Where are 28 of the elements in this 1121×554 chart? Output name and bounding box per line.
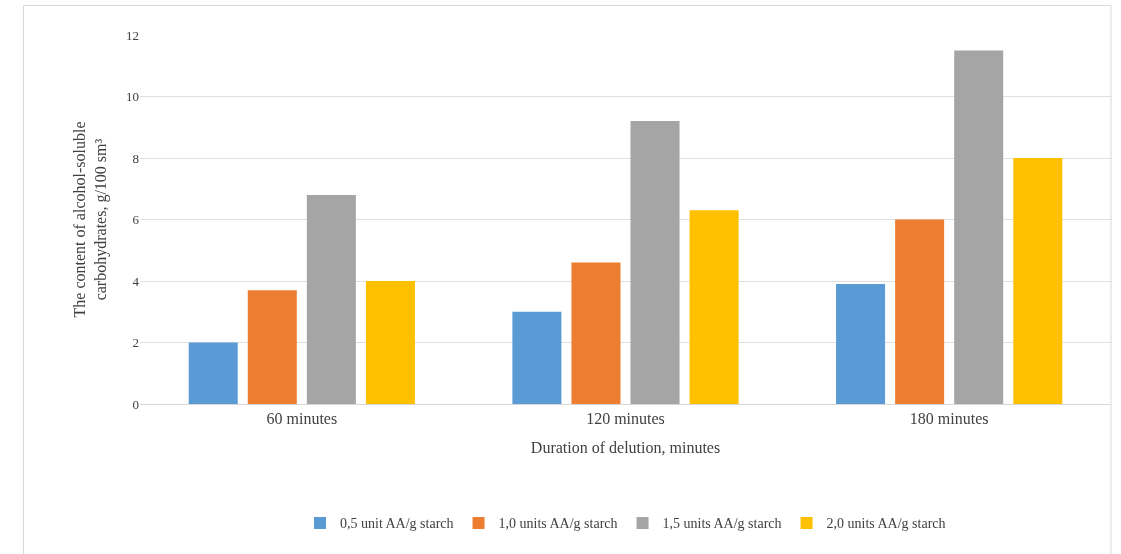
x-tick-label: 60 minutes	[266, 410, 338, 428]
y-tick-label: 10	[126, 89, 139, 105]
bar	[188, 342, 238, 404]
y-tick-label: 4	[132, 273, 140, 289]
bar	[895, 219, 945, 404]
x-tick-label: 180 minutes	[909, 410, 989, 428]
x-tick-label: 120 minutes	[586, 410, 665, 428]
bar	[954, 50, 1004, 404]
bar	[630, 121, 680, 404]
y-tick-label: 12	[126, 27, 139, 43]
bar	[306, 194, 356, 404]
bar	[247, 290, 297, 404]
bar	[1013, 158, 1063, 404]
y-tick-label: 2	[132, 335, 139, 351]
legend-label: 0,5 unit AA/g starch	[340, 516, 454, 532]
legend-label: 2,0 units AA/g starch	[826, 516, 946, 532]
bar	[365, 281, 415, 404]
bar	[512, 311, 562, 404]
y-axis-title: The content of alcohol-soluble carbohydrates, g/100 sm³	[71, 121, 110, 318]
y-tick-label: 8	[132, 150, 139, 166]
y-tick-label: 0	[132, 396, 139, 412]
legend-label: 1,0 units AA/g starch	[498, 516, 618, 532]
bar	[571, 262, 621, 404]
legend-label: 1,5 units AA/g starch	[662, 516, 782, 532]
y-tick-label: 6	[132, 212, 140, 228]
bar	[836, 284, 886, 404]
bar	[689, 210, 739, 404]
x-axis-title: Duration of delution, minutes	[530, 438, 721, 456]
